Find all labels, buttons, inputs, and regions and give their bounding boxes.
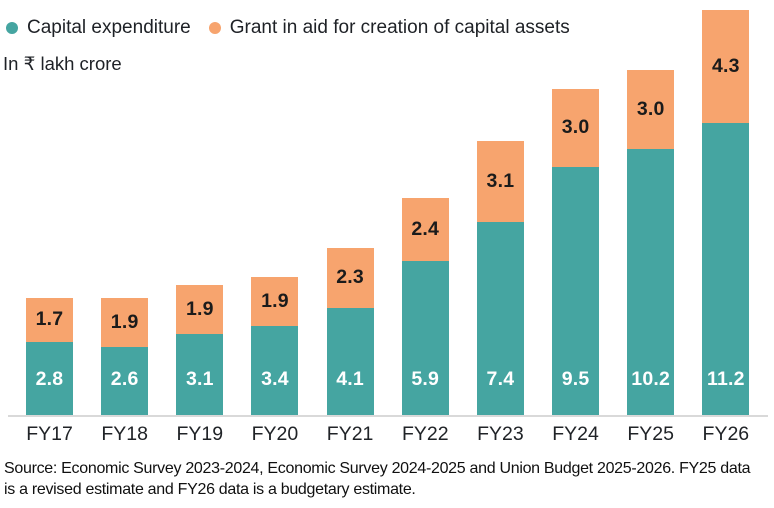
x-axis-label-fy22: FY22 [401,423,449,445]
capex-value-label: 9.5 [561,368,590,390]
grant-value-label: 3.1 [486,169,515,192]
grant-value-label: 3.0 [561,116,590,139]
x-axis-label-fy23: FY23 [477,423,524,445]
stacked-bar-fy26: 4.3 11.2 [702,10,750,415]
x-axis-label-fy18: FY18 [101,423,148,445]
grant-value-label: 2.3 [336,266,364,289]
stacked-bar-fy20: 1.9 3.4 [251,276,299,415]
legend-item-capital-expenditure: Capital expenditure [6,17,191,39]
x-axis-label-fy24: FY24 [552,423,599,445]
capex-value-label: 5.9 [411,368,440,390]
x-axis-label-fy17: FY17 [26,423,73,445]
legend-label-capital-expenditure: Capital expenditure [27,17,191,38]
bar-segment-capex: 10.2 [627,148,675,415]
bar-segment-grant: 4.3 [702,10,750,123]
capex-value-label: 3.1 [185,368,214,390]
bar-segment-grant: 1.9 [176,284,224,335]
x-axis-label-fy19: FY19 [176,423,224,445]
stacked-bar-fy25: 3.0 10.2 [627,70,675,415]
bar-segment-grant: 1.7 [26,297,73,342]
legend: Capital expenditure Grant in aid for cre… [6,17,570,39]
x-axis-label-fy20: FY20 [251,423,299,445]
x-axis-label-fy25: FY25 [627,423,674,445]
capex-value-label: 3.4 [261,368,289,390]
stacked-bar-fy17: 1.7 2.8 [26,297,73,415]
capex-value-label: 2.6 [110,368,139,390]
bar-segment-grant: 3.0 [552,88,600,168]
capex-value-label: 7.4 [486,368,515,390]
bar-segment-capex: 3.1 [176,334,224,415]
stacked-bar-fy22: 2.4 5.9 [401,198,449,415]
x-axis-label-fy26: FY26 [702,423,750,445]
legend-dot-grant-in-aid [208,22,221,34]
plot-area: 1.7 2.8 FY17 1.9 2.6 FY18 1.9 3.1 FY19 1.9 3.4 FY20… [8,10,768,445]
source-note: Source: Economic Survey 2023-2024, Econo… [4,460,751,498]
bar-segment-grant: 2.3 [326,247,374,308]
grant-value-label: 3.0 [636,98,665,121]
bar-segment-grant: 3.1 [476,140,524,222]
bar-segment-grant: 3.0 [627,70,675,149]
bar-segment-capex: 3.4 [251,326,299,415]
x-axis-label-fy21: FY21 [326,423,374,445]
legend-item-grant-in-aid: Grant in aid for creation of capital ass… [208,17,570,39]
stacked-bar-fy24: 3.0 9.5 [552,88,600,415]
grant-value-label: 4.3 [711,55,740,78]
x-axis-line [8,415,768,417]
grant-value-label: 1.9 [110,310,139,333]
bar-segment-capex: 5.9 [401,261,449,415]
bar-segment-capex: 11.2 [702,122,750,415]
bar-segment-capex: 4.1 [326,308,374,415]
grant-value-label: 2.4 [411,218,440,241]
legend-label-grant-in-aid: Grant in aid for creation of capital ass… [229,17,570,38]
stacked-bar-fy19: 1.9 3.1 [176,284,224,415]
bar-segment-capex: 2.8 [26,341,73,415]
grant-value-label: 1.9 [185,297,214,320]
capex-value-label: 11.2 [707,368,745,390]
stacked-bar-fy18: 1.9 2.6 [101,297,149,415]
grant-value-label: 1.7 [35,308,64,331]
bar-segment-capex: 2.6 [101,347,149,415]
stacked-bar-fy21: 2.3 4.1 [326,247,374,415]
stacked-bar-fy23: 3.1 7.4 [476,140,524,415]
bar-segment-grant: 1.9 [251,276,299,327]
capex-value-label: 2.8 [35,368,64,390]
bar-segment-capex: 7.4 [476,221,524,415]
legend-dot-capital-expenditure [6,22,18,34]
bar-segment-capex: 9.5 [552,167,600,415]
grant-value-label: 1.9 [261,289,289,312]
capex-value-label: 10.2 [631,368,671,390]
units-label: In ₹ lakh crore [3,53,122,74]
capex-value-label: 4.1 [336,368,364,390]
bar-segment-grant: 2.4 [401,198,449,262]
bar-segment-grant: 1.9 [101,297,149,348]
